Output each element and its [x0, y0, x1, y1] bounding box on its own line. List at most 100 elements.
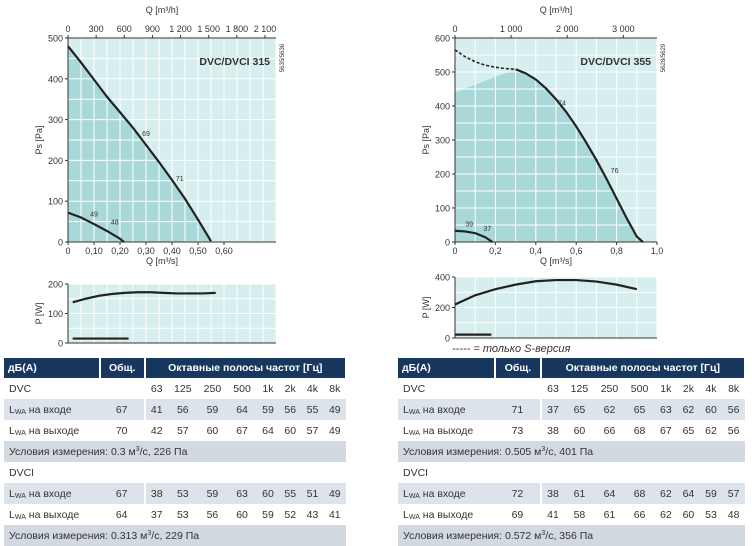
chart2-x2-tick-label: 0: [452, 24, 457, 34]
outlet-value: 66: [603, 424, 616, 437]
inlet-value: 41: [144, 399, 169, 420]
inlet-label: LWA на входе: [4, 399, 100, 420]
outlet-label: LWA на выходе: [4, 504, 100, 525]
group-name: DVC: [9, 382, 32, 395]
chart1-x-axis-label: Q [m³/s]: [146, 256, 178, 266]
inlet-value: 64: [594, 483, 625, 504]
outlet-value: 64: [262, 424, 274, 437]
outlet-value: 68: [633, 424, 646, 437]
freq-label: 2k: [284, 382, 296, 395]
chart1-x-tick-label: 0,50: [189, 246, 207, 256]
group-name: DVC: [403, 382, 426, 395]
outlet-value: 57: [176, 424, 189, 437]
freq-label: 1k: [660, 382, 672, 395]
row-label-text: на входе: [419, 403, 466, 416]
chart2-power-curve-1: [454, 278, 638, 306]
lwa-subscript: WA: [14, 492, 26, 500]
chart2-y-axis-label: Ps [Pa]: [421, 125, 431, 154]
chart2-x-tick-label: 0,4: [530, 246, 543, 256]
inlet-value: 65: [624, 399, 655, 420]
group-row: DVCI: [4, 462, 346, 483]
chart1-y-tick-label: 500: [48, 34, 63, 44]
chart2-y-tick-label: 100: [435, 204, 450, 214]
inlet-value: 64: [677, 483, 700, 504]
inlet-value: 61: [564, 483, 595, 504]
outlet-value: 38: [547, 424, 559, 437]
chart2-x2-tick-label: 1 000: [500, 24, 523, 34]
inlet-value: 57: [722, 483, 745, 504]
cube-superscript: 3: [541, 445, 546, 453]
outlet-value: 59: [262, 508, 274, 521]
group-row: DVCI: [398, 462, 745, 483]
chart1-power-y-tick-label: 200: [48, 280, 63, 290]
outlet-total: 70: [99, 420, 146, 441]
group-total-empty: [495, 462, 542, 483]
chart1-y-tick-label: 100: [48, 197, 63, 207]
chart1-sound-level-label: 48: [111, 219, 119, 226]
row-label-text: на выходе: [419, 424, 474, 437]
freq-label: 2k: [682, 382, 694, 395]
freq-label: 4k: [705, 382, 717, 395]
inlet-value: 59: [197, 399, 228, 420]
inlet-total: 67: [99, 399, 146, 420]
chart1-x2-axis-label: Q [m³/h]: [146, 5, 179, 15]
chart2-power-y-tick-label: 200: [435, 303, 450, 313]
inlet-value: 56: [168, 399, 198, 420]
chart1-x2-tick-label: 300: [89, 24, 104, 34]
inlet-value: 37: [540, 399, 565, 420]
chart1-sound-level-label: 71: [176, 176, 184, 183]
conditions-row: Условия измерения: 0.3 м3/с, 226 Па: [4, 441, 346, 462]
header-total: Общ.: [495, 358, 542, 378]
chart1-x2-tick-label: 900: [145, 24, 160, 34]
cube-superscript: 3: [147, 529, 152, 537]
chart1-power-curve-1: [72, 291, 216, 304]
outlet-value: 60: [236, 508, 248, 521]
freq-label: 1k: [262, 382, 274, 395]
freq-label: 250: [600, 382, 619, 395]
chart1-x-tick-label: 0,60: [215, 246, 233, 256]
chart1-power-y-tick-label: 0: [58, 339, 63, 349]
chart2-y-tick-label: 500: [435, 68, 450, 78]
conditions: Условия измерения: 0.313 м3/с, 229 Па: [4, 525, 346, 546]
freq-label: 63: [150, 382, 163, 395]
lwa-subscript: WA: [408, 408, 420, 416]
outlet-label: LWA на выходе: [398, 420, 495, 441]
chart1-y-tick-label: 200: [48, 156, 63, 166]
lwa-subscript: WA: [408, 492, 420, 500]
lwa-subscript: WA: [408, 513, 420, 521]
outlet-value: 56: [206, 508, 219, 521]
group-fill: [541, 462, 745, 483]
chart2-y-tick-label: 400: [435, 102, 450, 112]
freq-label: 63: [547, 382, 559, 395]
row-label-text: на входе: [25, 487, 72, 500]
conditions-text-end: /с, 226 Па: [139, 445, 188, 458]
chart1-power-y-axis-label: P [W]: [34, 303, 44, 325]
chart1-pressure-curve-2: [67, 211, 125, 243]
row-label-text: на входе: [419, 487, 466, 500]
group-fill: [145, 462, 347, 483]
chart2-x2-tick-label: 2 000: [556, 24, 579, 34]
chart2-x-tick-label: 0,6: [570, 246, 583, 256]
chart1-y-tick-label: 300: [48, 115, 63, 125]
chart2-y-tick-label: 200: [435, 170, 450, 180]
chart2-sound-level-label: 39: [465, 222, 473, 229]
chart2-power-y-tick-label: 0: [445, 334, 450, 344]
conditions-row: Условия измерения: 0.505 м3/с, 401 Па: [398, 441, 745, 462]
inlet-value: 38: [540, 483, 565, 504]
freq-label: 125: [570, 382, 589, 395]
group-total-empty: [99, 378, 146, 399]
chart1-sound-level-label: 69: [142, 131, 150, 138]
inlet-label: LWA на входе: [4, 483, 100, 504]
outlet-value: 52: [284, 508, 297, 521]
lwa-symbol: L: [403, 403, 409, 416]
conditions-text-end: /с, 401 Па: [545, 445, 594, 458]
lwa-symbol: L: [403, 508, 409, 521]
inlet-total: 72: [495, 483, 542, 504]
chart2-x-tick-label: 0,8: [610, 246, 623, 256]
row-label-text: на выходе: [419, 508, 474, 521]
chart1-x-tick-label: 0,30: [137, 246, 155, 256]
outlet-total: 69: [495, 504, 542, 525]
chart1-sound-level-label: 49: [90, 211, 98, 218]
chart2-x-tick-label: 0,2: [489, 246, 502, 256]
chart2-y-tick-label: 600: [435, 34, 450, 44]
